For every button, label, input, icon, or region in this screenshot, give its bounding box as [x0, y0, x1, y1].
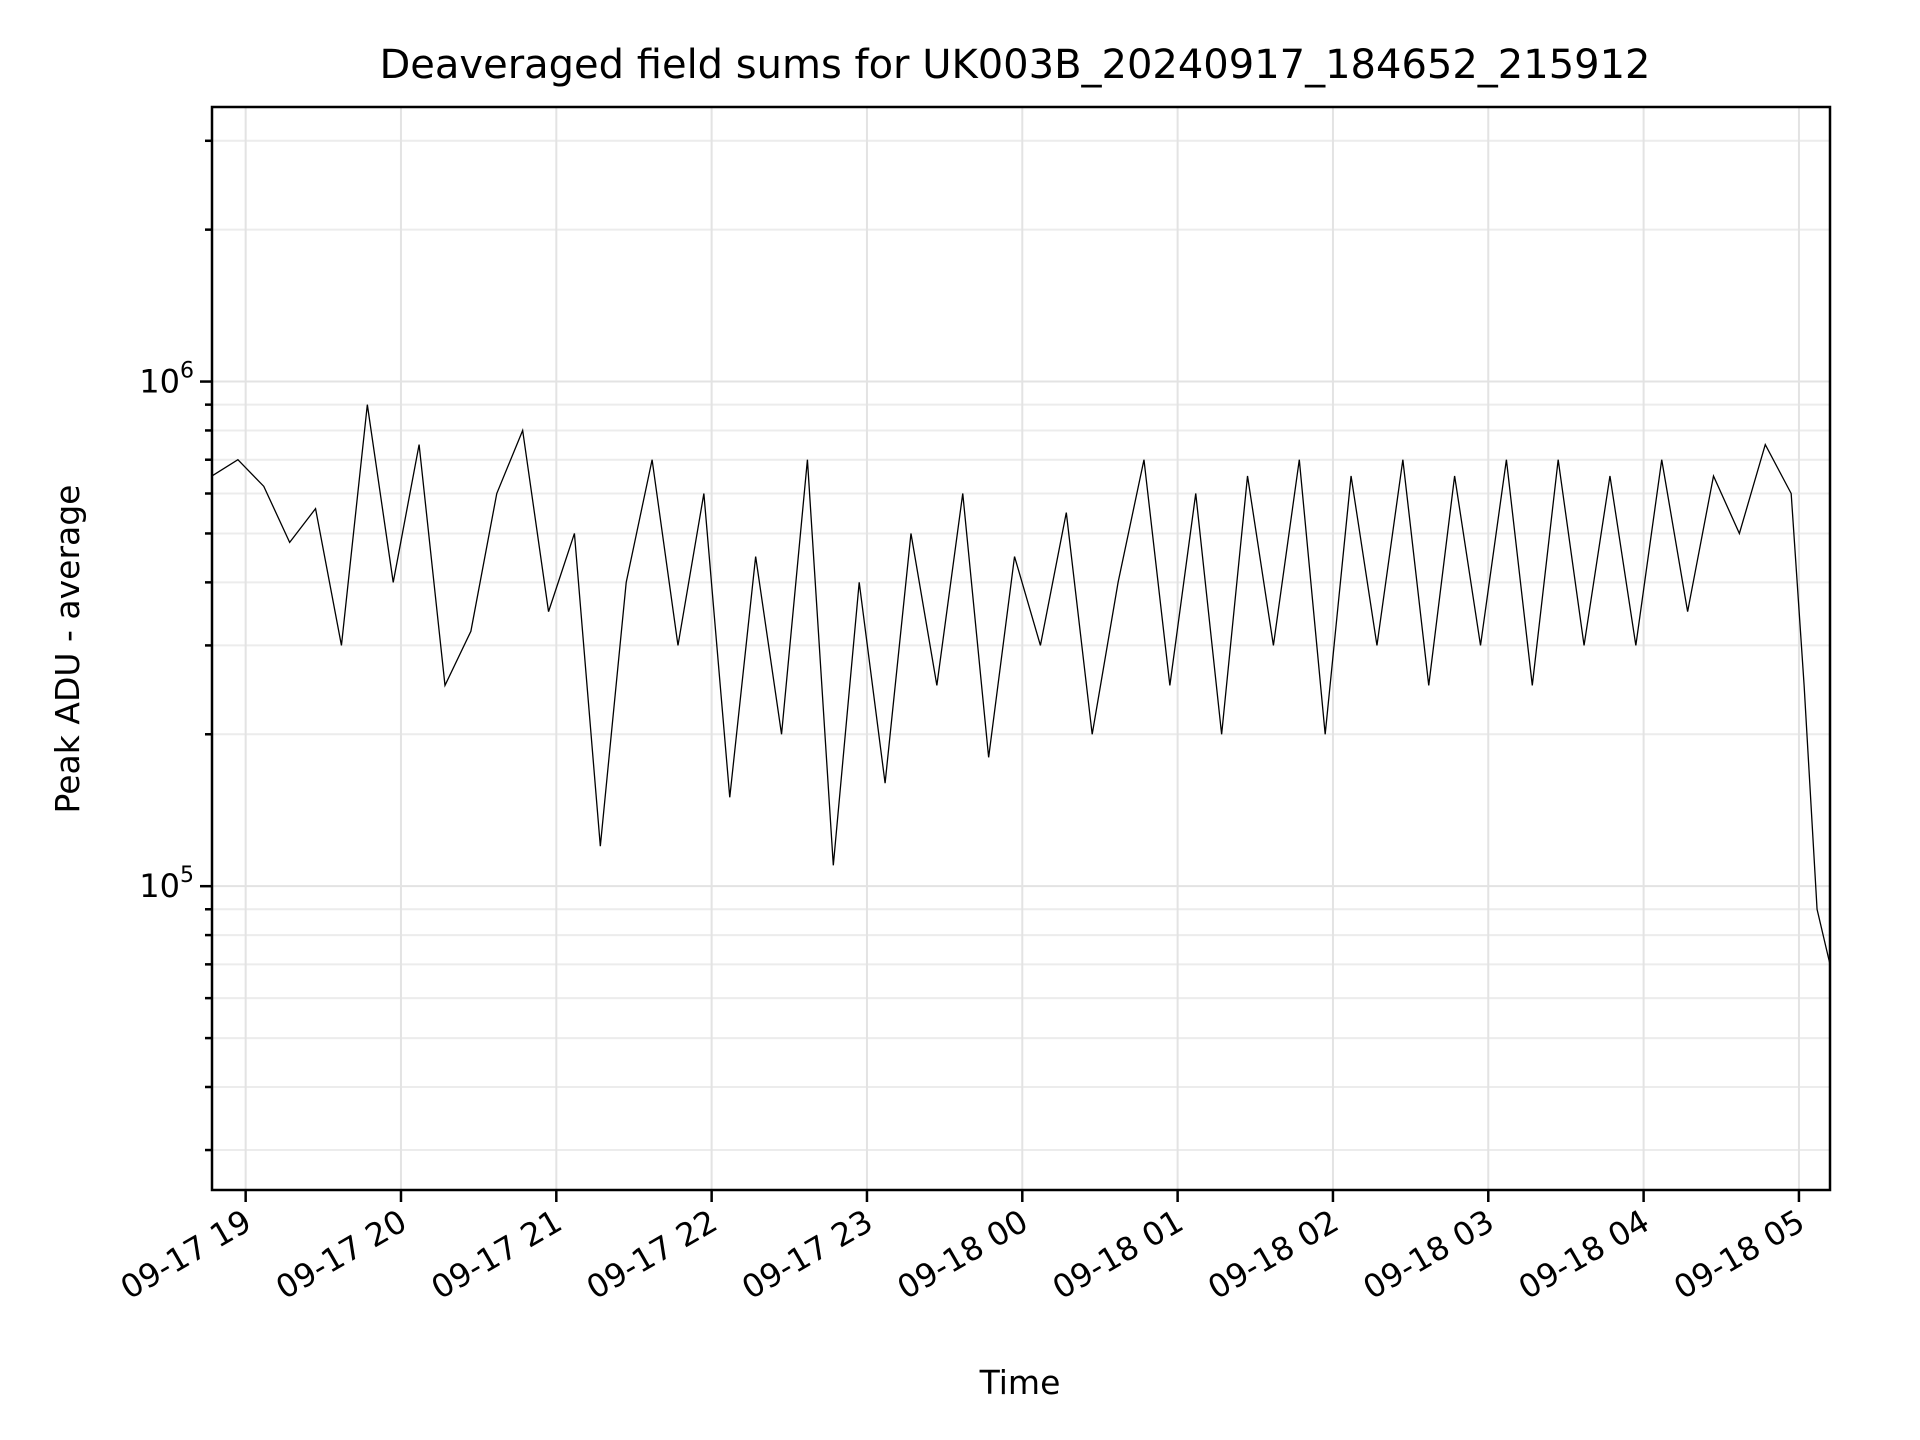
x-tick-label: 09-17 19	[114, 1202, 258, 1307]
x-tick-label: 09-18 01	[1046, 1202, 1190, 1307]
y-tick-base: 10	[139, 363, 180, 401]
x-tick-label: 09-17 22	[580, 1202, 724, 1307]
plot-frame	[210, 105, 1832, 1192]
y-tick-label: 106	[139, 359, 194, 401]
x-tick-label: 09-18 00	[891, 1202, 1035, 1307]
x-tick-label: 09-17 20	[269, 1202, 413, 1307]
x-tick-label: 09-17 21	[425, 1202, 569, 1307]
chart-title: Deaveraged field sums for UK003B_2024091…	[380, 42, 1651, 88]
y-tick-exponent: 5	[180, 863, 194, 888]
x-axis-label: Time	[979, 1363, 1061, 1402]
y-tick-base: 10	[139, 867, 180, 905]
x-axis: 09-17 19 09-17 20 09-17 21 09-17 22 09-17 23…	[114, 1190, 1811, 1307]
series-line	[211, 404, 1831, 965]
series-group	[211, 404, 1831, 965]
x-tick-label: 09-18 03	[1357, 1202, 1501, 1307]
x-tick-label: 09-18 04	[1512, 1202, 1656, 1307]
x-tick-label: 09-18 02	[1201, 1202, 1345, 1307]
grid	[212, 107, 1830, 1190]
y-tick-exponent: 6	[180, 359, 194, 384]
y-tick-label: 105	[139, 863, 194, 905]
y-axis-label: Peak ADU - average	[48, 485, 87, 814]
x-tick-label: 09-18 05	[1667, 1202, 1811, 1307]
x-tick-label: 09-17 23	[735, 1202, 879, 1307]
